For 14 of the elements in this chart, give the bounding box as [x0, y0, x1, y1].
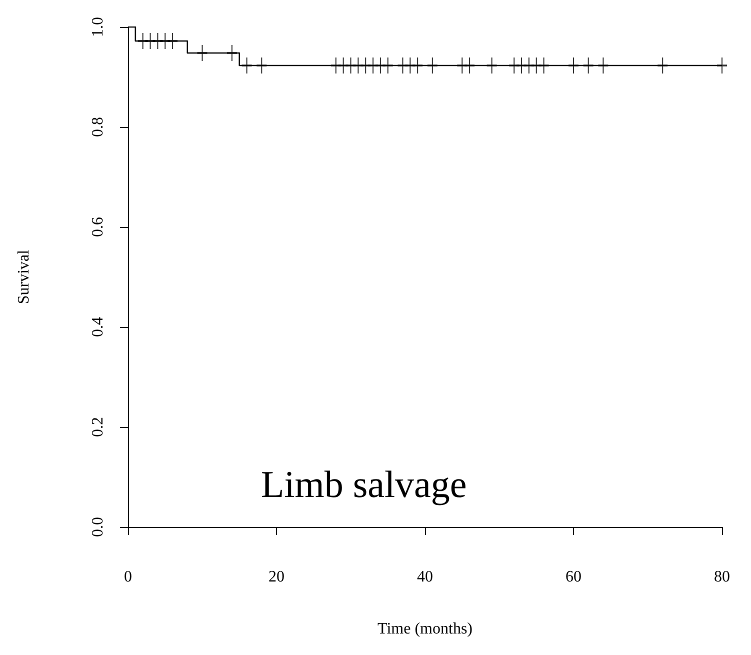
x-tick-label: 0: [124, 568, 132, 586]
y-tick-label: 0.2: [90, 417, 106, 437]
x-tick-label: 40: [417, 568, 433, 586]
x-tick-label: 60: [566, 568, 582, 586]
y-axis-title: Survival: [16, 249, 32, 304]
y-tick-label: 0.0: [90, 517, 106, 537]
x-tick-label: 20: [268, 568, 284, 586]
annotation: Limb salvage: [261, 464, 467, 506]
x-axis-title: Time (months): [378, 620, 472, 638]
y-tick-label: 1.0: [90, 17, 106, 37]
y-tick-label: 0.8: [90, 117, 106, 137]
y-tick-label: 0.4: [90, 317, 106, 337]
x-tick-label: 80: [714, 568, 730, 586]
y-tick-label: 0.6: [90, 217, 106, 237]
